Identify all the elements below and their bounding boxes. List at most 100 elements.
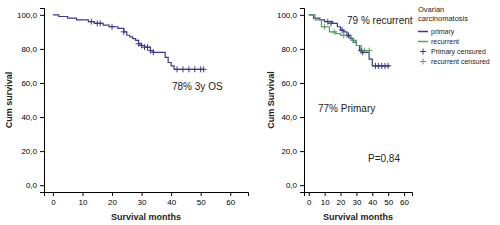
x-tick-label: 40 <box>167 198 176 207</box>
x-tick: 10 <box>321 192 330 207</box>
x-tick-mark <box>325 192 326 196</box>
x-tick: 40 <box>368 192 377 207</box>
y-tick-label: 0,0 <box>26 181 38 190</box>
survival-curve <box>53 15 204 70</box>
legend: Ovarian carcinomatosisprimaryrecurrentPr… <box>418 5 490 65</box>
x-tick-label: 60 <box>400 198 409 207</box>
y-tick-label: 80,0 <box>21 45 37 54</box>
annotation: 77% Primary <box>318 103 375 114</box>
legend-swatch <box>420 59 426 65</box>
censor-mark <box>174 66 180 72</box>
legend-swatch <box>418 41 428 43</box>
y-tick-mark <box>300 117 304 118</box>
x-tick-label: 30 <box>352 198 361 207</box>
y-tick: 40,0 <box>21 113 44 122</box>
y-tick-label: 0,0 <box>286 181 298 190</box>
x-tick-mark <box>404 192 405 196</box>
y-tick-mark <box>300 185 304 186</box>
x-tick-label: 30 <box>138 198 147 207</box>
x-tick: 30 <box>138 192 147 207</box>
censor-mark <box>97 20 103 26</box>
x-tick-mark <box>201 192 202 196</box>
x-axis-title: Survival months <box>111 212 181 222</box>
annotation: 78% 3y OS <box>172 81 223 92</box>
censor-mark <box>144 44 150 50</box>
y-tick: 0,0 <box>286 181 304 190</box>
y-tick: 60,0 <box>281 79 304 88</box>
y-tick-label: 40,0 <box>21 113 37 122</box>
y-tick: 20,0 <box>21 147 44 156</box>
y-tick-label: 60,0 <box>281 79 297 88</box>
legend-label: recurrent <box>431 38 459 45</box>
annotation: P=0,84 <box>368 153 400 164</box>
legend-label: Primary censured <box>431 48 486 56</box>
censor-mark <box>339 27 345 33</box>
x-tick-mark <box>388 192 389 196</box>
y-tick: 20,0 <box>281 147 304 156</box>
censor-mark <box>201 66 207 72</box>
y-tick-label: 80,0 <box>281 45 297 54</box>
x-tick-label: 60 <box>226 198 235 207</box>
y-tick-mark <box>300 151 304 152</box>
censor-mark <box>385 63 391 69</box>
x-tick-mark <box>142 192 143 196</box>
y-axis-title: Cum Survival <box>266 71 276 129</box>
y-tick-label: 40,0 <box>281 113 297 122</box>
x-tick: 60 <box>226 192 235 207</box>
y-tick-mark <box>40 49 44 50</box>
y-tick-label: 20,0 <box>21 147 37 156</box>
x-tick: 20 <box>108 192 117 207</box>
censor-mark <box>192 66 198 72</box>
legend-entry: Primary censured <box>420 48 486 56</box>
y-tick-label: 20,0 <box>281 147 297 156</box>
y-tick-mark <box>40 117 44 118</box>
panel: 01020304050600,020,040,060,080,0100,0Sur… <box>4 9 248 223</box>
y-tick: 40,0 <box>281 113 304 122</box>
y-tick: 100,0 <box>17 11 44 20</box>
x-tick-label: 50 <box>197 198 206 207</box>
x-tick-mark <box>356 192 357 196</box>
y-tick: 80,0 <box>21 45 44 54</box>
legend-entry: primary <box>418 28 455 36</box>
x-tick-mark <box>230 192 231 196</box>
legend-swatch <box>420 49 426 55</box>
legend-swatch <box>418 31 428 33</box>
x-tick: 50 <box>384 192 393 207</box>
censor-mark <box>150 49 156 55</box>
y-tick-label: 100,0 <box>277 11 298 20</box>
x-tick-mark <box>372 192 373 196</box>
x-tick-label: 50 <box>384 198 393 207</box>
censor-mark <box>322 24 328 30</box>
y-tick-label: 60,0 <box>21 79 37 88</box>
x-axis-title: Survival months <box>323 212 393 222</box>
y-axis-title: Cum survival <box>4 72 14 129</box>
y-axis: 0,0 20,0 40,0 60,0 80,0 100,0 <box>277 9 305 193</box>
annotation: 79 % recurrent <box>347 15 413 26</box>
x-tick: 20 <box>337 192 346 207</box>
y-tick-mark <box>300 49 304 50</box>
panel: 0 10 20 30 40 50 60 0,0 20,0 40,0 60,0 80,0 100,0 Sur… <box>266 5 490 222</box>
censor-mark <box>180 66 186 72</box>
censor-mark <box>88 19 94 25</box>
plot-area <box>53 15 207 73</box>
x-tick-label: 40 <box>368 198 377 207</box>
x-tick-label: 20 <box>108 198 117 207</box>
x-axis: 0 10 20 30 40 50 60 <box>305 192 413 207</box>
x-tick-mark <box>309 192 310 196</box>
x-tick-label: 0 <box>307 198 312 207</box>
x-tick-label: 10 <box>78 198 87 207</box>
x-tick: 50 <box>197 192 206 207</box>
x-axis: 0102030405060 <box>45 192 249 207</box>
y-axis-line <box>40 9 45 193</box>
legend-label: recurrent censured <box>431 58 490 65</box>
y-tick-mark <box>300 15 304 16</box>
y-tick-label: 100,0 <box>17 11 38 20</box>
censor-mark <box>121 29 127 35</box>
legend-label: primary <box>431 28 455 36</box>
legend-entry: recurrent <box>418 38 459 45</box>
y-tick-mark <box>40 185 44 186</box>
censor-mark <box>341 32 347 38</box>
censor-mark <box>109 24 115 30</box>
censor-mark <box>328 20 334 26</box>
y-tick: 60,0 <box>21 79 44 88</box>
